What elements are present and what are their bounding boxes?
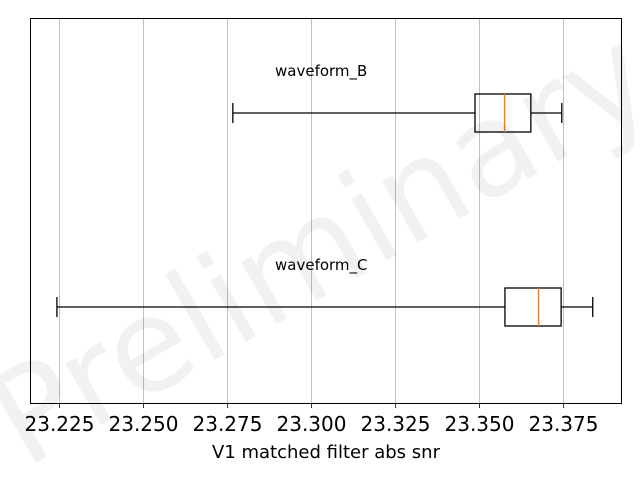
x-tick-label: 23.300 bbox=[277, 412, 347, 436]
iqr-box bbox=[504, 287, 562, 327]
boxes: waveform_B waveform_C bbox=[56, 62, 594, 327]
x-axis-ticks: 23.225 23.250 23.275 23.300 23.325 23.350 23.3… bbox=[25, 403, 599, 436]
x-axis-label: V1 matched filter abs snr bbox=[212, 442, 441, 463]
x-tick-label: 23.225 bbox=[25, 412, 95, 436]
iqr-box bbox=[474, 93, 532, 133]
box-waveform_B: waveform_B bbox=[232, 62, 563, 133]
x-tick-label: 23.250 bbox=[109, 412, 179, 436]
x-tick-label: 23.325 bbox=[361, 412, 431, 436]
series-label: waveform_B bbox=[275, 62, 367, 81]
x-tick-label: 23.375 bbox=[529, 412, 599, 436]
x-tick-label: 23.275 bbox=[193, 412, 263, 436]
plot-frame bbox=[30, 18, 622, 404]
box-waveform_C: waveform_C bbox=[56, 256, 594, 327]
x-tick-label: 23.350 bbox=[445, 412, 515, 436]
series-label: waveform_C bbox=[275, 256, 368, 275]
gridlines bbox=[59, 18, 564, 403]
